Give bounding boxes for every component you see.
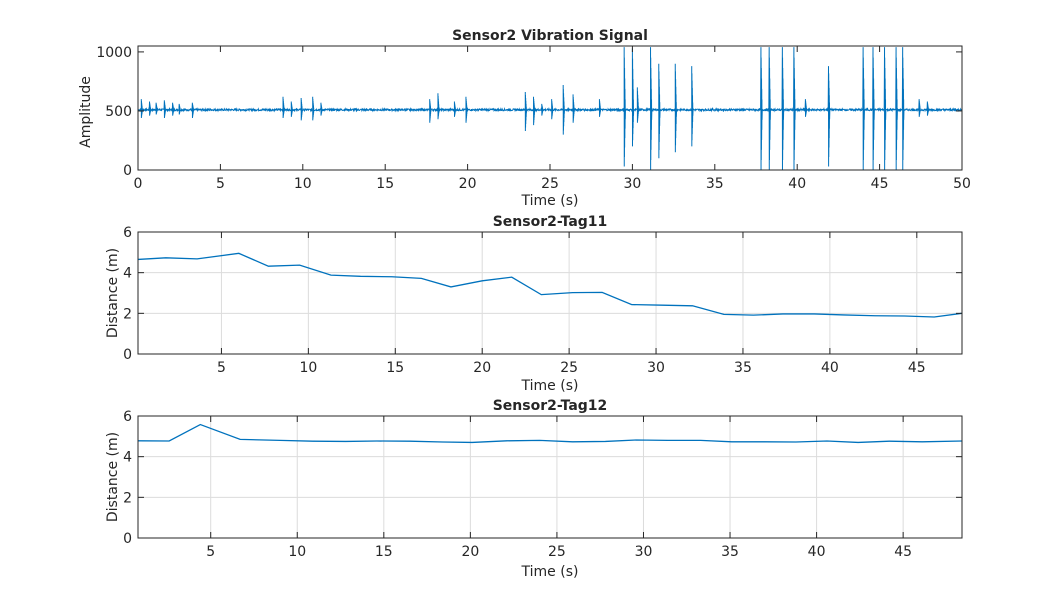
- axes-frame: [137, 45, 963, 171]
- axes-sensor2-tag12: Sensor2-Tag12 5 10 15 20 25 30 35 40 45 0 2 4 6 Time…: [105, 398, 963, 580]
- x-tick-label: 20: [461, 544, 479, 560]
- series-line: [137, 47, 963, 171]
- x-tick-label: 5: [217, 360, 226, 376]
- x-tick-label: 25: [560, 360, 578, 376]
- x-axis-label: Time (s): [521, 193, 579, 209]
- x-tick-label: 40: [821, 360, 839, 376]
- y-axis-label: Distance (m): [105, 432, 121, 522]
- x-tick-label: 35: [734, 360, 752, 376]
- chart-title: Sensor2-Tag11: [493, 214, 608, 230]
- x-tick-label: 25: [548, 544, 566, 560]
- y-axis-label: Distance (m): [105, 248, 121, 338]
- series-line: [137, 252, 963, 318]
- x-tick-label: 15: [375, 544, 393, 560]
- x-tick-label: 30: [635, 544, 653, 560]
- y-axis-label: Amplitude: [78, 76, 94, 148]
- plot-area: 5 10 15 20 25 30 35 40 45 0 2 4 6: [123, 409, 963, 560]
- x-tick-label: 15: [386, 360, 404, 376]
- x-tick-label: 30: [647, 360, 665, 376]
- x-tick-label: 40: [808, 544, 826, 560]
- x-tick-label: 20: [459, 176, 477, 192]
- x-tick-label: 10: [288, 544, 306, 560]
- y-tick-label: 4: [123, 450, 132, 466]
- axes-sensor2-vibration: Sensor2 Vibration Signal 0 5 10 15 20 25 30 35 4…: [78, 28, 971, 209]
- x-tick-label: 45: [871, 176, 889, 192]
- axes-frame: [137, 231, 963, 355]
- y-tick-label: 0: [123, 347, 132, 363]
- y-tick-label: 0: [123, 163, 132, 179]
- x-tick-label: 5: [216, 176, 225, 192]
- x-tick-label: 20: [473, 360, 491, 376]
- y-tick-label: 1000: [96, 45, 132, 61]
- y-tick-label: 500: [105, 104, 132, 120]
- series-line: [137, 423, 963, 444]
- x-tick-label: 30: [623, 176, 641, 192]
- x-tick-label: 35: [706, 176, 724, 192]
- x-tick-label: 10: [299, 360, 317, 376]
- x-axis-label: Time (s): [521, 378, 579, 394]
- x-tick-label: 25: [541, 176, 559, 192]
- x-tick-label: 45: [908, 360, 926, 376]
- y-tick-label: 0: [123, 531, 132, 547]
- x-axis-label: Time (s): [521, 564, 579, 580]
- chart-title: Sensor2-Tag12: [493, 398, 608, 414]
- y-tick-label: 4: [123, 266, 132, 282]
- axes-frame: [137, 415, 963, 539]
- chart-title: Sensor2 Vibration Signal: [452, 28, 648, 44]
- x-tick-label: 0: [134, 176, 143, 192]
- plot-area: 5 10 15 20 25 30 35 40 45 0 2 4 6: [123, 225, 963, 376]
- x-tick-label: 35: [721, 544, 739, 560]
- y-tick-label: 6: [123, 225, 132, 241]
- y-tick-label: 2: [123, 306, 132, 322]
- y-tick-label: 2: [123, 490, 132, 506]
- x-tick-label: 40: [788, 176, 806, 192]
- x-tick-label: 50: [953, 176, 971, 192]
- x-tick-label: 15: [376, 176, 394, 192]
- y-tick-label: 6: [123, 409, 132, 425]
- x-tick-label: 45: [894, 544, 912, 560]
- x-tick-label: 5: [206, 544, 215, 560]
- x-tick-label: 10: [294, 176, 312, 192]
- axes-sensor2-tag11: Sensor2-Tag11 5 10 15 20 25 30 35 40 45 0 2 4 6 Time…: [105, 214, 963, 394]
